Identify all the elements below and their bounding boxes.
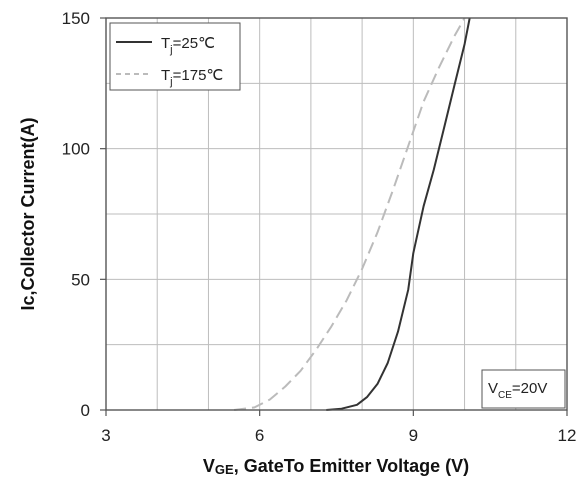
- y-tick-label: 100: [62, 140, 90, 159]
- x-tick-label: 6: [255, 426, 264, 445]
- vce-annotation-box: [481, 369, 566, 409]
- legend: Tj=25℃ Tj=175℃: [109, 22, 241, 91]
- grid: [106, 18, 567, 410]
- series-line-tj-25: [326, 17, 471, 411]
- x-tick-label: 12: [558, 426, 577, 445]
- y-tick-label: 150: [62, 9, 90, 28]
- y-tick-label: 50: [71, 270, 90, 289]
- legend-label-175: Tj=175℃: [161, 67, 223, 88]
- legend-box: [109, 22, 241, 91]
- vce-annotation-text: VCE=20V: [488, 380, 547, 401]
- ticks: 3 6 9 12 0 50 100 150: [62, 9, 577, 445]
- x-tick-label: 3: [101, 426, 110, 445]
- x-axis-title: VGE, GateTo Emitter Voltage (V): [203, 456, 469, 477]
- series-line-tj-175: [233, 17, 466, 411]
- y-tick-label: 0: [81, 401, 90, 420]
- legend-label-25: Tj=25℃: [161, 35, 215, 56]
- y-axis-title: Ic,Collector Current(A): [18, 117, 38, 310]
- x-tick-label: 9: [409, 426, 418, 445]
- plot-frame: [105, 17, 568, 411]
- series-layer: [233, 17, 471, 411]
- vce-annotation: VCE=20V: [481, 369, 566, 409]
